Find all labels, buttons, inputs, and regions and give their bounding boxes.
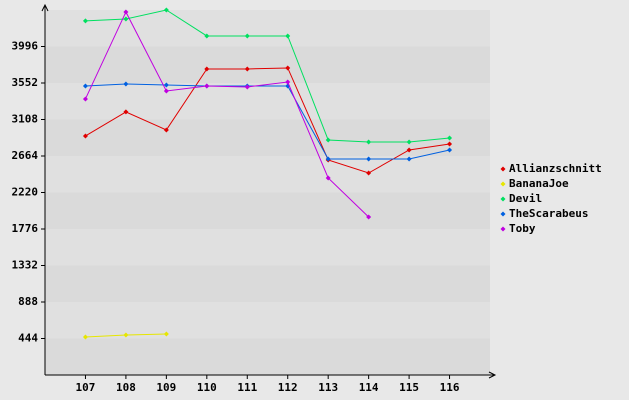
data-point: [406, 139, 412, 145]
series-line: [85, 10, 369, 218]
plot-band: [45, 10, 490, 47]
x-tick-label: 116: [440, 381, 460, 394]
data-point: [163, 82, 169, 88]
x-tick-label: 110: [197, 381, 217, 394]
plot-band: [45, 46, 490, 83]
data-point: [366, 139, 372, 145]
legend-label: Toby: [509, 222, 536, 235]
x-tick-label: 114: [359, 381, 379, 394]
data-point: [406, 147, 412, 153]
y-tick-label: 3108: [12, 113, 39, 126]
x-tick-label: 109: [156, 381, 176, 394]
plot-band: [45, 192, 490, 229]
x-tick-label: 113: [318, 381, 338, 394]
data-point: [123, 16, 129, 22]
plot-band: [45, 338, 490, 375]
data-point: [82, 18, 88, 24]
data-point: [163, 88, 169, 94]
plot-band: [45, 302, 490, 339]
data-point: [285, 33, 291, 39]
x-tick-label: 108: [116, 381, 136, 394]
data-point: [244, 66, 250, 72]
plot-band: [45, 119, 490, 156]
y-tick-label: 888: [18, 295, 38, 308]
data-point: [325, 175, 331, 181]
legend-marker: [500, 211, 506, 217]
y-tick-label: 3996: [12, 40, 39, 53]
data-point: [163, 127, 169, 133]
y-tick-label: 2664: [12, 149, 39, 162]
data-point: [82, 96, 88, 102]
data-point: [366, 156, 372, 162]
data-point: [447, 147, 453, 153]
data-point: [447, 135, 453, 141]
data-point: [123, 109, 129, 115]
data-point: [82, 83, 88, 89]
series-line: [85, 9, 450, 143]
data-point: [325, 137, 331, 143]
plot-band: [45, 265, 490, 302]
data-point: [82, 334, 88, 340]
data-point: [204, 66, 210, 72]
data-point: [163, 7, 169, 13]
x-tick-label: 111: [237, 381, 257, 394]
x-tick-label: 115: [399, 381, 419, 394]
data-point: [244, 84, 250, 90]
x-tick-label: 107: [76, 381, 96, 394]
legend-marker: [500, 226, 506, 232]
y-axis-arrow: [41, 3, 49, 12]
data-point: [204, 83, 210, 89]
data-point: [123, 81, 129, 87]
legend-marker: [500, 181, 506, 187]
data-point: [244, 33, 250, 39]
y-tick-label: 1776: [12, 222, 39, 235]
legend-label: Allianzschnitt: [509, 162, 602, 175]
data-point: [285, 65, 291, 71]
legend-label: TheScarabeus: [509, 207, 588, 220]
legend-marker: [500, 166, 506, 172]
plot-band: [45, 229, 490, 266]
x-axis-arrow: [488, 371, 497, 379]
data-point: [325, 156, 331, 162]
data-point: [82, 133, 88, 139]
data-point: [123, 9, 129, 15]
data-point: [366, 214, 372, 220]
data-point: [123, 332, 129, 338]
legend-label: BananaJoe: [509, 177, 569, 190]
y-tick-label: 2220: [12, 186, 39, 199]
x-tick-label: 112: [278, 381, 298, 394]
data-point: [285, 79, 291, 85]
plot-band: [45, 156, 490, 193]
data-point: [406, 156, 412, 162]
plot-band: [45, 83, 490, 120]
series-line: [85, 83, 450, 160]
y-tick-label: 3552: [12, 76, 39, 89]
data-point: [163, 331, 169, 337]
data-point: [366, 170, 372, 176]
data-point: [204, 33, 210, 39]
legend-marker: [500, 196, 506, 202]
legend-label: Devil: [509, 192, 542, 205]
data-point: [447, 141, 453, 147]
y-tick-label: 1332: [12, 259, 39, 272]
y-tick-label: 444: [18, 332, 38, 345]
series-line: [85, 67, 450, 174]
